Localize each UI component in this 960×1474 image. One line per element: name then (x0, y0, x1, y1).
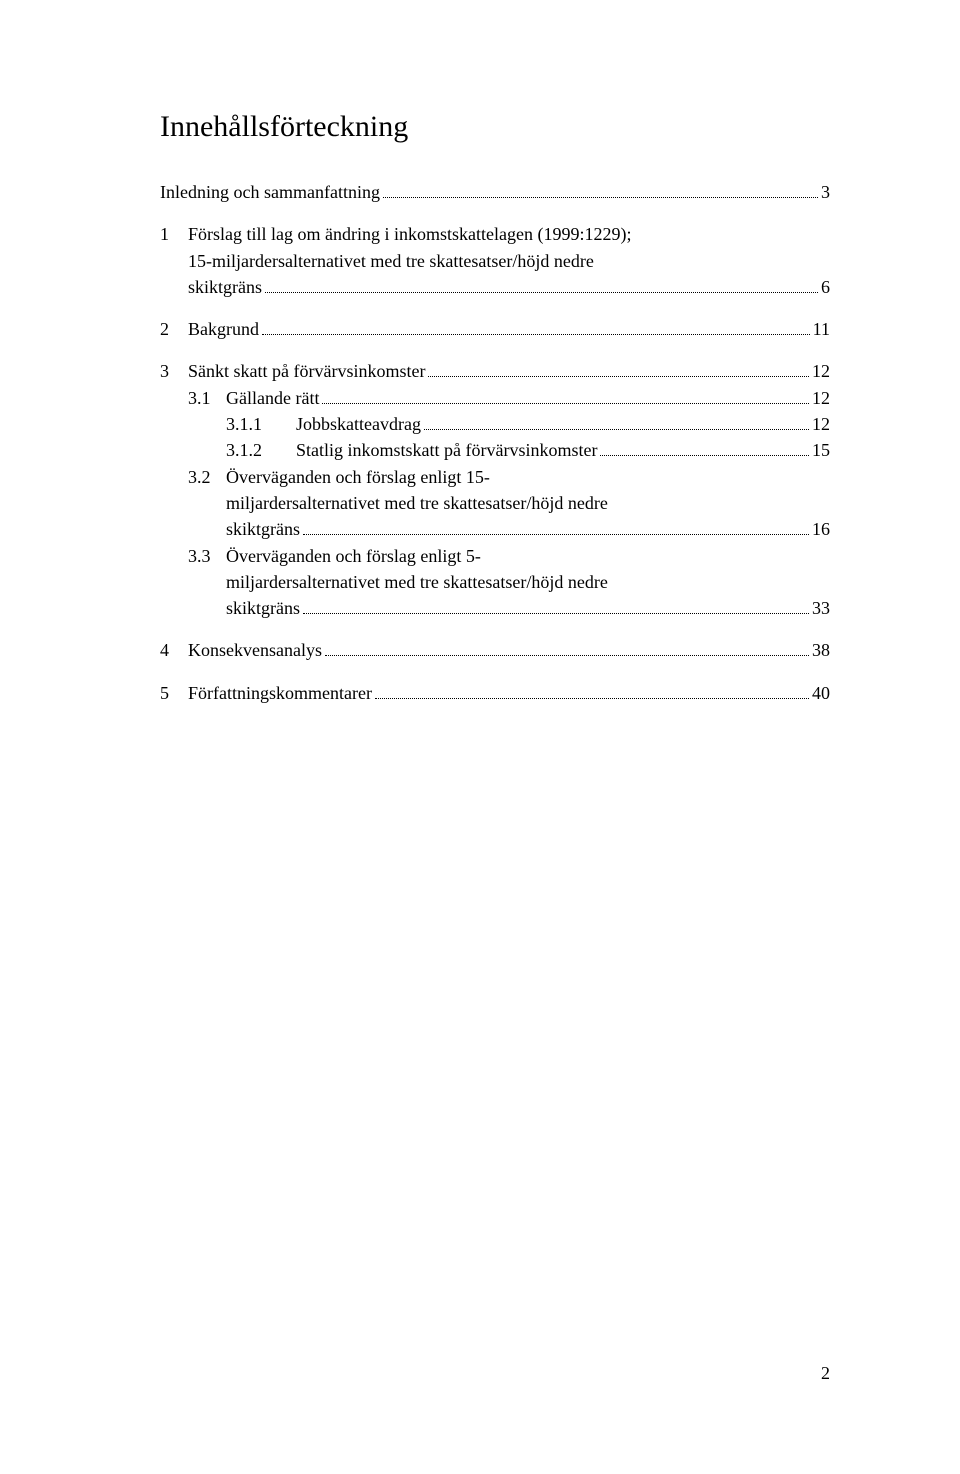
toc-entry: 3.3 Överväganden och förslag enligt 5- (160, 544, 830, 568)
toc-page: 15 (812, 438, 830, 462)
toc-label: miljardersalternativet med tre skattesat… (226, 491, 608, 515)
toc-label: Konsekvensanalys (188, 638, 322, 662)
toc-entry-wrap: skiktgräns 33 (160, 596, 830, 620)
toc-entry: 4 Konsekvensanalys 38 (160, 638, 830, 662)
toc-entry: 3.1 Gällande rätt 12 (160, 386, 830, 410)
toc-subnumber: 3.3 (188, 544, 226, 568)
toc-label: skiktgräns (226, 596, 300, 620)
toc-leader (428, 376, 809, 377)
toc-label: Inledning och sammanfattning (160, 180, 380, 204)
page-number: 2 (821, 1363, 830, 1384)
toc-leader (375, 698, 809, 699)
toc-label: Förslag till lag om ändring i inkomstska… (188, 222, 631, 246)
toc-label: Överväganden och förslag enligt 5- (226, 544, 481, 568)
toc-entry-wrap: skiktgräns 6 (160, 275, 830, 299)
toc-subsubnumber: 3.1.2 (226, 438, 296, 462)
toc-leader (303, 534, 809, 535)
toc-label: miljardersalternativet med tre skattesat… (226, 570, 608, 594)
toc-entry-wrap: miljardersalternativet med tre skattesat… (160, 570, 830, 594)
toc-page: 6 (821, 275, 830, 299)
toc-label: Jobbskatteavdrag (296, 412, 421, 436)
toc-label: skiktgräns (226, 517, 300, 541)
toc-number: 4 (160, 638, 188, 662)
toc-page: 3 (821, 180, 830, 204)
toc-entry: 2 Bakgrund 11 (160, 317, 830, 341)
toc-subsubnumber: 3.1.1 (226, 412, 296, 436)
toc-entry: Inledning och sammanfattning 3 (160, 180, 830, 204)
toc-label: Sänkt skatt på förvärvsinkomster (188, 359, 425, 383)
toc-label: Gällande rätt (226, 386, 319, 410)
toc-number: 2 (160, 317, 188, 341)
toc-entry-wrap: 15-miljardersalternativet med tre skatte… (160, 249, 830, 273)
toc-label: Bakgrund (188, 317, 259, 341)
toc-entry: 1 Förslag till lag om ändring i inkomsts… (160, 222, 830, 246)
toc-label: Statlig inkomstskatt på förvärvsinkomste… (296, 438, 597, 462)
toc-leader (383, 197, 818, 198)
toc-leader (303, 613, 809, 614)
toc-page: 33 (812, 596, 830, 620)
toc-leader (265, 292, 818, 293)
toc-title: Innehållsförteckning (160, 110, 830, 144)
toc-leader (262, 334, 810, 335)
toc-page: 12 (812, 412, 830, 436)
toc-number: 1 (160, 222, 188, 246)
toc-page: 11 (813, 317, 830, 341)
toc-entry-wrap: skiktgräns 16 (160, 517, 830, 541)
toc-entry: 3.2 Överväganden och förslag enligt 15- (160, 465, 830, 489)
toc-leader (600, 455, 809, 456)
toc-entry: 3.1.1 Jobbskatteavdrag 12 (160, 412, 830, 436)
table-of-contents: Inledning och sammanfattning 3 1 Förslag… (160, 180, 830, 705)
toc-leader (325, 655, 809, 656)
document-page: Innehållsförteckning Inledning och samma… (0, 0, 960, 1474)
toc-number: 5 (160, 681, 188, 705)
toc-number: 3 (160, 359, 188, 383)
toc-leader (424, 429, 809, 430)
toc-page: 40 (812, 681, 830, 705)
toc-entry: 5 Författningskommentarer 40 (160, 681, 830, 705)
toc-page: 16 (812, 517, 830, 541)
toc-label: 15-miljardersalternativet med tre skatte… (188, 249, 594, 273)
toc-label: Författningskommentarer (188, 681, 372, 705)
toc-subnumber: 3.2 (188, 465, 226, 489)
toc-entry: 3 Sänkt skatt på förvärvsinkomster 12 (160, 359, 830, 383)
toc-page: 12 (812, 386, 830, 410)
toc-subnumber: 3.1 (188, 386, 226, 410)
toc-label: skiktgräns (188, 275, 262, 299)
toc-leader (322, 403, 809, 404)
toc-label: Överväganden och förslag enligt 15- (226, 465, 490, 489)
toc-entry-wrap: miljardersalternativet med tre skattesat… (160, 491, 830, 515)
toc-page: 38 (812, 638, 830, 662)
toc-entry: 3.1.2 Statlig inkomstskatt på förvärvsin… (160, 438, 830, 462)
toc-page: 12 (812, 359, 830, 383)
